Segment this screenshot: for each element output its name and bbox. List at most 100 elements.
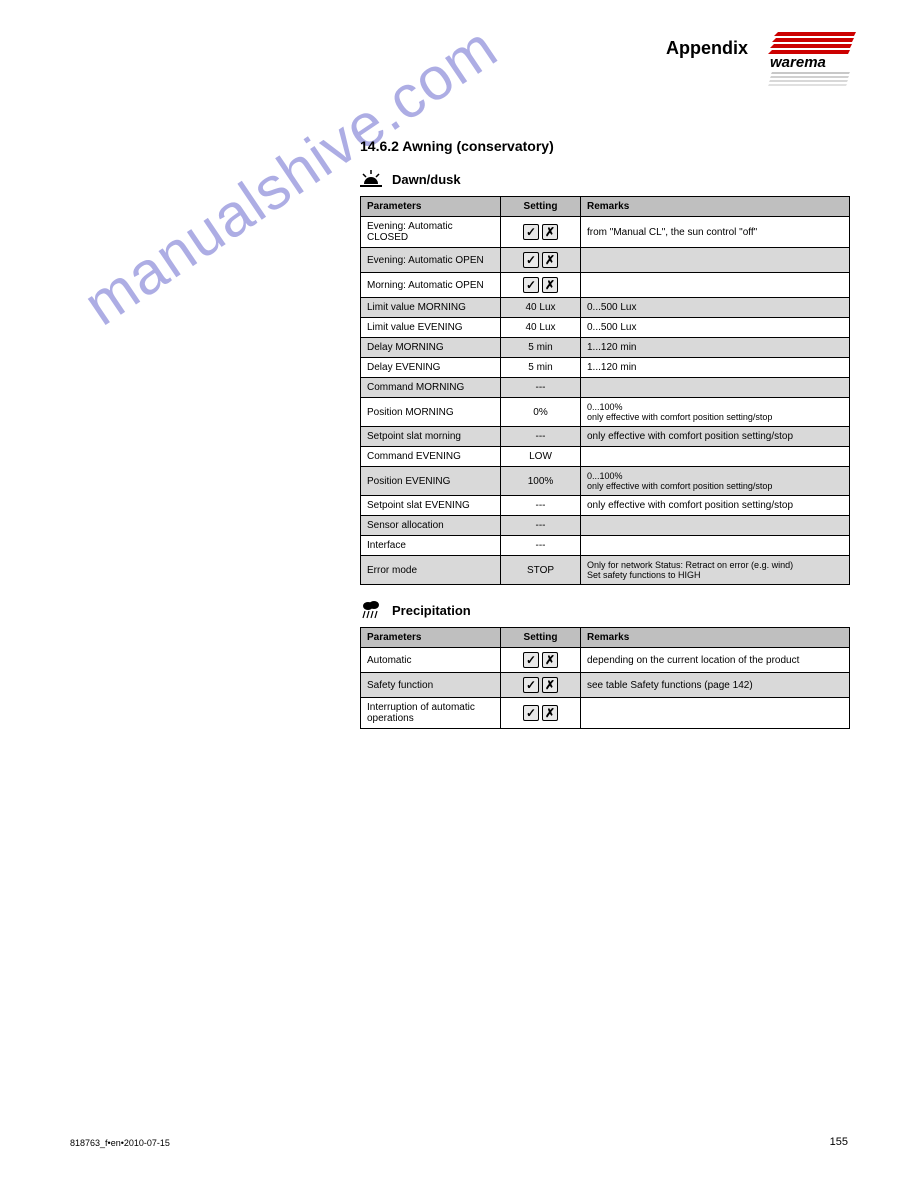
check-pair: ✓✗: [523, 652, 558, 668]
setting-cell: ---: [501, 427, 581, 447]
check-pair: ✓✗: [523, 224, 558, 240]
col-header-param: Parameters: [361, 628, 501, 648]
param-cell: Position MORNING: [361, 398, 501, 427]
check-icon: ✓: [523, 277, 539, 293]
remark-cell: only effective with comfort position set…: [581, 427, 850, 447]
table-row: Interruption of automatic operations✓✗: [361, 698, 850, 729]
page-header: Appendix warema: [666, 30, 858, 88]
rain-icon: [360, 599, 382, 621]
setting-cell: ✓✗: [501, 217, 581, 248]
remark-cell: 0...100%only effective with comfort posi…: [581, 398, 850, 427]
precip-section-lead: Precipitation: [360, 599, 850, 621]
setting-cell: ---: [501, 516, 581, 536]
remark-cell: [581, 447, 850, 467]
param-cell: Limit value EVENING: [361, 318, 501, 338]
setting-cell: ✓✗: [501, 273, 581, 298]
dawn-section-lead: Dawn/dusk: [360, 168, 850, 190]
dawn-table: Parameters Setting Remarks Evening: Auto…: [360, 196, 850, 585]
param-cell: Morning: Automatic OPEN: [361, 273, 501, 298]
setting-cell: ✓✗: [501, 248, 581, 273]
svg-text:warema: warema: [770, 54, 826, 71]
cross-icon: ✗: [542, 677, 558, 693]
remark-cell: 1...120 min: [581, 358, 850, 378]
remark-cell: Only for network Status: Retract on erro…: [581, 556, 850, 585]
table-row: Interface---: [361, 536, 850, 556]
table-row: Position EVENING100%0...100%only effecti…: [361, 467, 850, 496]
cross-icon: ✗: [542, 224, 558, 240]
col-header-setting: Setting: [501, 197, 581, 217]
setting-cell: LOW: [501, 447, 581, 467]
remark-cell: 1...120 min: [581, 338, 850, 358]
param-cell: Delay MORNING: [361, 338, 501, 358]
table-header-row: Parameters Setting Remarks: [361, 197, 850, 217]
check-icon: ✓: [523, 677, 539, 693]
check-icon: ✓: [523, 652, 539, 668]
param-cell: Error mode: [361, 556, 501, 585]
table-row: Morning: Automatic OPEN ✓✗: [361, 273, 850, 298]
cross-icon: ✗: [542, 277, 558, 293]
setting-cell: ---: [501, 496, 581, 516]
param-cell: Position EVENING: [361, 467, 501, 496]
remark-cell: depending on the current location of the…: [581, 648, 850, 673]
table-row: Delay MORNING5 min1...120 min: [361, 338, 850, 358]
check-pair: ✓✗: [523, 277, 558, 293]
setting-cell: ✓✗: [501, 698, 581, 729]
remark-cell: 0...500 Lux: [581, 318, 850, 338]
table-row: Position MORNING0%0...100%only effective…: [361, 398, 850, 427]
remark-cell: [581, 536, 850, 556]
precip-section-label: Precipitation: [392, 603, 471, 618]
table-row: Command MORNING---: [361, 378, 850, 398]
param-cell: Evening: Automatic CLOSED: [361, 217, 501, 248]
table-row: Error modeSTOPOnly for network Status: R…: [361, 556, 850, 585]
param-cell: Limit value MORNING: [361, 298, 501, 318]
param-cell: Setpoint slat morning: [361, 427, 501, 447]
table-row: Command EVENINGLOW: [361, 447, 850, 467]
remark-cell: 0...500 Lux: [581, 298, 850, 318]
param-cell: Delay EVENING: [361, 358, 501, 378]
setting-cell: 40 Lux: [501, 298, 581, 318]
table-row: Evening: Automatic CLOSED✓✗from "Manual …: [361, 217, 850, 248]
setting-cell: ✓✗: [501, 648, 581, 673]
check-icon: ✓: [523, 705, 539, 721]
param-cell: Sensor allocation: [361, 516, 501, 536]
setting-cell: ---: [501, 536, 581, 556]
table-row: Automatic ✓✗ depending on the current loca…: [361, 648, 850, 673]
check-icon: ✓: [523, 224, 539, 240]
remark-cell: [581, 248, 850, 273]
main-content: 14.6.2 Awning (conservatory) Dawn/dusk P…: [360, 130, 850, 729]
param-cell: Command EVENING: [361, 447, 501, 467]
cross-icon: ✗: [542, 252, 558, 268]
setting-cell: 5 min: [501, 338, 581, 358]
param-cell: Setpoint slat EVENING: [361, 496, 501, 516]
param-cell: Interface: [361, 536, 501, 556]
precip-table: Parameters Setting Remarks Automatic✓✗de…: [360, 627, 850, 729]
setting-cell: ---: [501, 378, 581, 398]
check-pair: ✓✗: [523, 252, 558, 268]
setting-cell: 40 Lux: [501, 318, 581, 338]
col-header-setting: Setting: [501, 628, 581, 648]
setting-cell: 0%: [501, 398, 581, 427]
setting-cell: ✓✗: [501, 673, 581, 698]
param-cell: Safety function: [361, 673, 501, 698]
check-icon: ✓: [523, 252, 539, 268]
remark-cell: only effective with comfort position set…: [581, 496, 850, 516]
col-header-param: Parameters: [361, 197, 501, 217]
dawn-section-label: Dawn/dusk: [392, 172, 461, 187]
table-row: Evening: Automatic OPEN ✓✗: [361, 248, 850, 273]
doc-reference: 818763_f•en•2010-07-15: [70, 1138, 170, 1148]
table-row: Sensor allocation---: [361, 516, 850, 536]
param-cell: Evening: Automatic OPEN: [361, 248, 501, 273]
setting-cell: 5 min: [501, 358, 581, 378]
page-title: Appendix: [666, 30, 748, 59]
remark-cell: [581, 698, 850, 729]
cross-icon: ✗: [542, 705, 558, 721]
check-pair: ✓✗: [523, 677, 558, 693]
col-header-remarks: Remarks: [581, 197, 850, 217]
remark-cell: [581, 516, 850, 536]
table-row: Limit value MORNING40 Lux0...500 Lux: [361, 298, 850, 318]
param-cell: Automatic: [361, 648, 501, 673]
param-cell: Command MORNING: [361, 378, 501, 398]
cross-icon: ✗: [542, 652, 558, 668]
setting-cell: STOP: [501, 556, 581, 585]
dawn-icon: [360, 168, 382, 190]
